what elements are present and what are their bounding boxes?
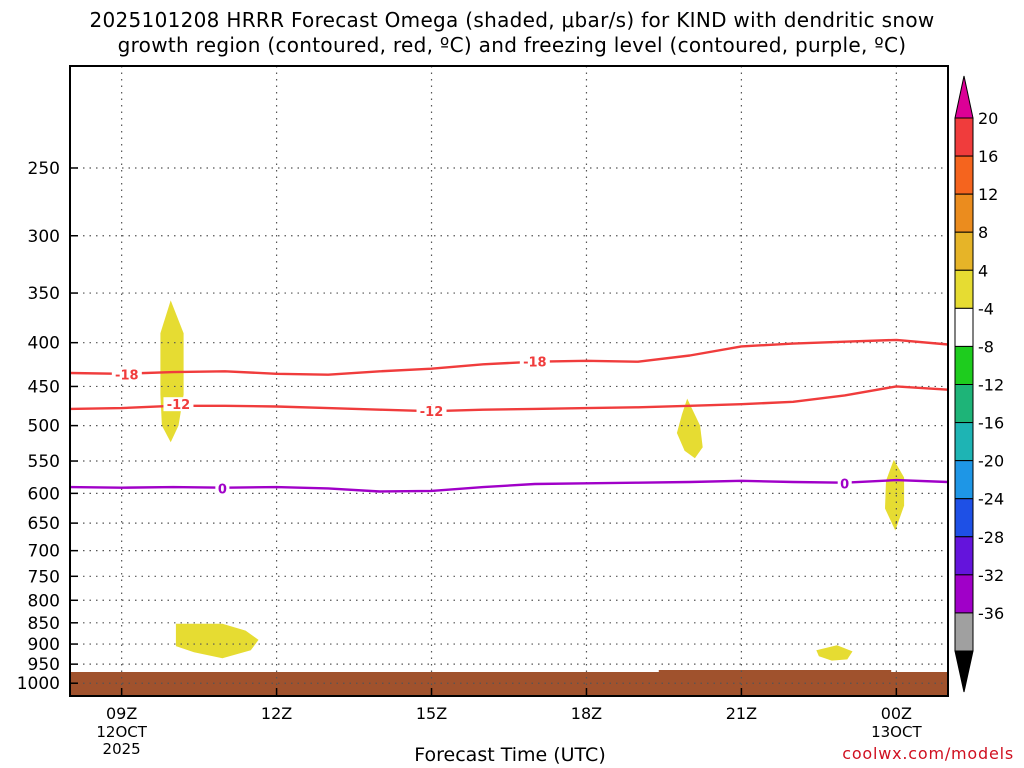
y-tick-label-350: 350 — [28, 284, 60, 304]
colorbar-label-6: -4 — [978, 299, 994, 318]
surface-ground — [70, 672, 948, 696]
colorbar-segment-5 — [954, 269, 974, 309]
colorbar-segment-10 — [954, 460, 974, 500]
contour-label-3-2: 0 — [840, 477, 849, 492]
contour-label-1-1: -18 — [115, 369, 139, 384]
contour-line-1 — [69, 338, 949, 376]
plot-frame — [69, 65, 949, 697]
colorbar-segment-8 — [954, 384, 974, 424]
omega-region-5 — [816, 645, 853, 661]
contour-label-bg-3-1 — [215, 481, 230, 496]
colorbar-label-14: -36 — [978, 604, 1004, 623]
colorbar-label-13: -32 — [978, 566, 1004, 585]
y-tick-label-450: 450 — [28, 377, 60, 397]
omega-region-4 — [175, 623, 259, 659]
chart-title-line-2: growth region (contoured, red, ºC) and f… — [117, 33, 907, 57]
surface-layer — [70, 670, 948, 696]
contour-label-bg-2-1 — [163, 397, 194, 412]
contour-label-2-1: -12 — [167, 398, 191, 413]
colorbar-segment-9 — [954, 422, 974, 462]
grid-layer — [70, 66, 948, 696]
colorbar-label-5: 4 — [978, 261, 988, 280]
colorbar-segment-6 — [954, 307, 974, 347]
contour-label-bg-3-2 — [837, 476, 852, 491]
y-tick-label-300: 300 — [28, 227, 60, 247]
y-tick-label-850: 850 — [28, 614, 60, 634]
contour-label-2-2: -12 — [420, 405, 444, 420]
contour-line-2 — [69, 385, 949, 413]
x-tick-sublabel-00Z-1: 13OCT — [871, 723, 922, 741]
y-tick-label-750: 750 — [28, 567, 60, 587]
colorbar-label-10: -20 — [978, 452, 1004, 471]
colorbar-segment-7 — [954, 345, 974, 385]
contour-layer: -18 -18 -12 -12 0 0 — [69, 338, 949, 497]
colorbar-label-4: 8 — [978, 223, 988, 242]
y-tick-label-700: 700 — [28, 542, 60, 562]
colorbar: 20 16 12 8 4 -4 -8 -12 -16 -20 -24 -28 -32 -36 — [954, 75, 1004, 693]
x-tick-label-12Z: 12Z — [261, 704, 292, 723]
y-tick-label-250: 250 — [28, 159, 60, 179]
contour-line-3 — [69, 478, 949, 493]
x-tick-label-21Z: 21Z — [726, 704, 757, 723]
colorbar-label-2: 16 — [978, 147, 998, 166]
colorbar-label-12: -28 — [978, 528, 1004, 547]
omega-region-2 — [676, 398, 703, 459]
colorbar-label-11: -24 — [978, 490, 1004, 509]
colorbar-segment-3 — [954, 193, 974, 233]
colorbar-label-1: 20 — [978, 109, 998, 128]
y-tick-label-1000: 1000 — [17, 674, 60, 694]
colorbar-label-9: -16 — [978, 414, 1004, 433]
x-tick-sublabel-09Z-1: 12OCT — [96, 723, 147, 741]
y-tick-label-650: 650 — [28, 514, 60, 534]
chart-title-line-1: 2025101208 HRRR Forecast Omega (shaded, … — [89, 8, 935, 32]
x-tick-label-00Z: 00Z — [881, 704, 912, 723]
y-tick-label-600: 600 — [28, 484, 60, 504]
colorbar-segment-14 — [954, 612, 974, 652]
colorbar-label-7: -8 — [978, 337, 994, 356]
contour-label-bg-2-2 — [416, 404, 447, 419]
colorbar-segment-2 — [954, 155, 974, 195]
colorbar-bottom-arrow — [954, 650, 974, 693]
y-tick-label-900: 900 — [28, 635, 60, 655]
contour-label-bg-1-1 — [111, 367, 142, 382]
y-tick-label-800: 800 — [28, 591, 60, 611]
colorbar-segment-12 — [954, 536, 974, 576]
x-tick-label-18Z: 18Z — [571, 704, 602, 723]
x-tick-label-09Z: 09Z — [106, 704, 137, 723]
omega-region-3 — [885, 459, 905, 531]
contour-label-bg-1-2 — [519, 354, 550, 369]
x-tick-sublabel-09Z-2: 2025 — [103, 740, 141, 758]
colorbar-segment-11 — [954, 498, 974, 538]
contour-label-3-1: 0 — [218, 482, 227, 497]
omega-shading-layer — [160, 300, 905, 661]
axes-layer: 2503003504004505005506006507007508008509… — [17, 65, 949, 758]
colorbar-label-3: 12 — [978, 185, 998, 204]
colorbar-label-8: -12 — [978, 376, 1004, 395]
colorbar-top-arrow — [954, 75, 974, 119]
colorbar-segment-1 — [954, 117, 974, 157]
credit-text: coolwx.com/models — [842, 744, 1014, 763]
y-tick-label-550: 550 — [28, 452, 60, 472]
surface-ground-bump — [658, 670, 892, 673]
contour-label-1-2: -18 — [523, 356, 547, 371]
y-tick-label-500: 500 — [28, 417, 60, 437]
y-tick-label-950: 950 — [28, 655, 60, 675]
colorbar-segment-13 — [954, 574, 974, 614]
x-tick-label-15Z: 15Z — [416, 704, 447, 723]
x-axis-label: Forecast Time (UTC) — [414, 744, 606, 766]
colorbar-segment-4 — [954, 231, 974, 271]
y-tick-label-400: 400 — [28, 334, 60, 354]
